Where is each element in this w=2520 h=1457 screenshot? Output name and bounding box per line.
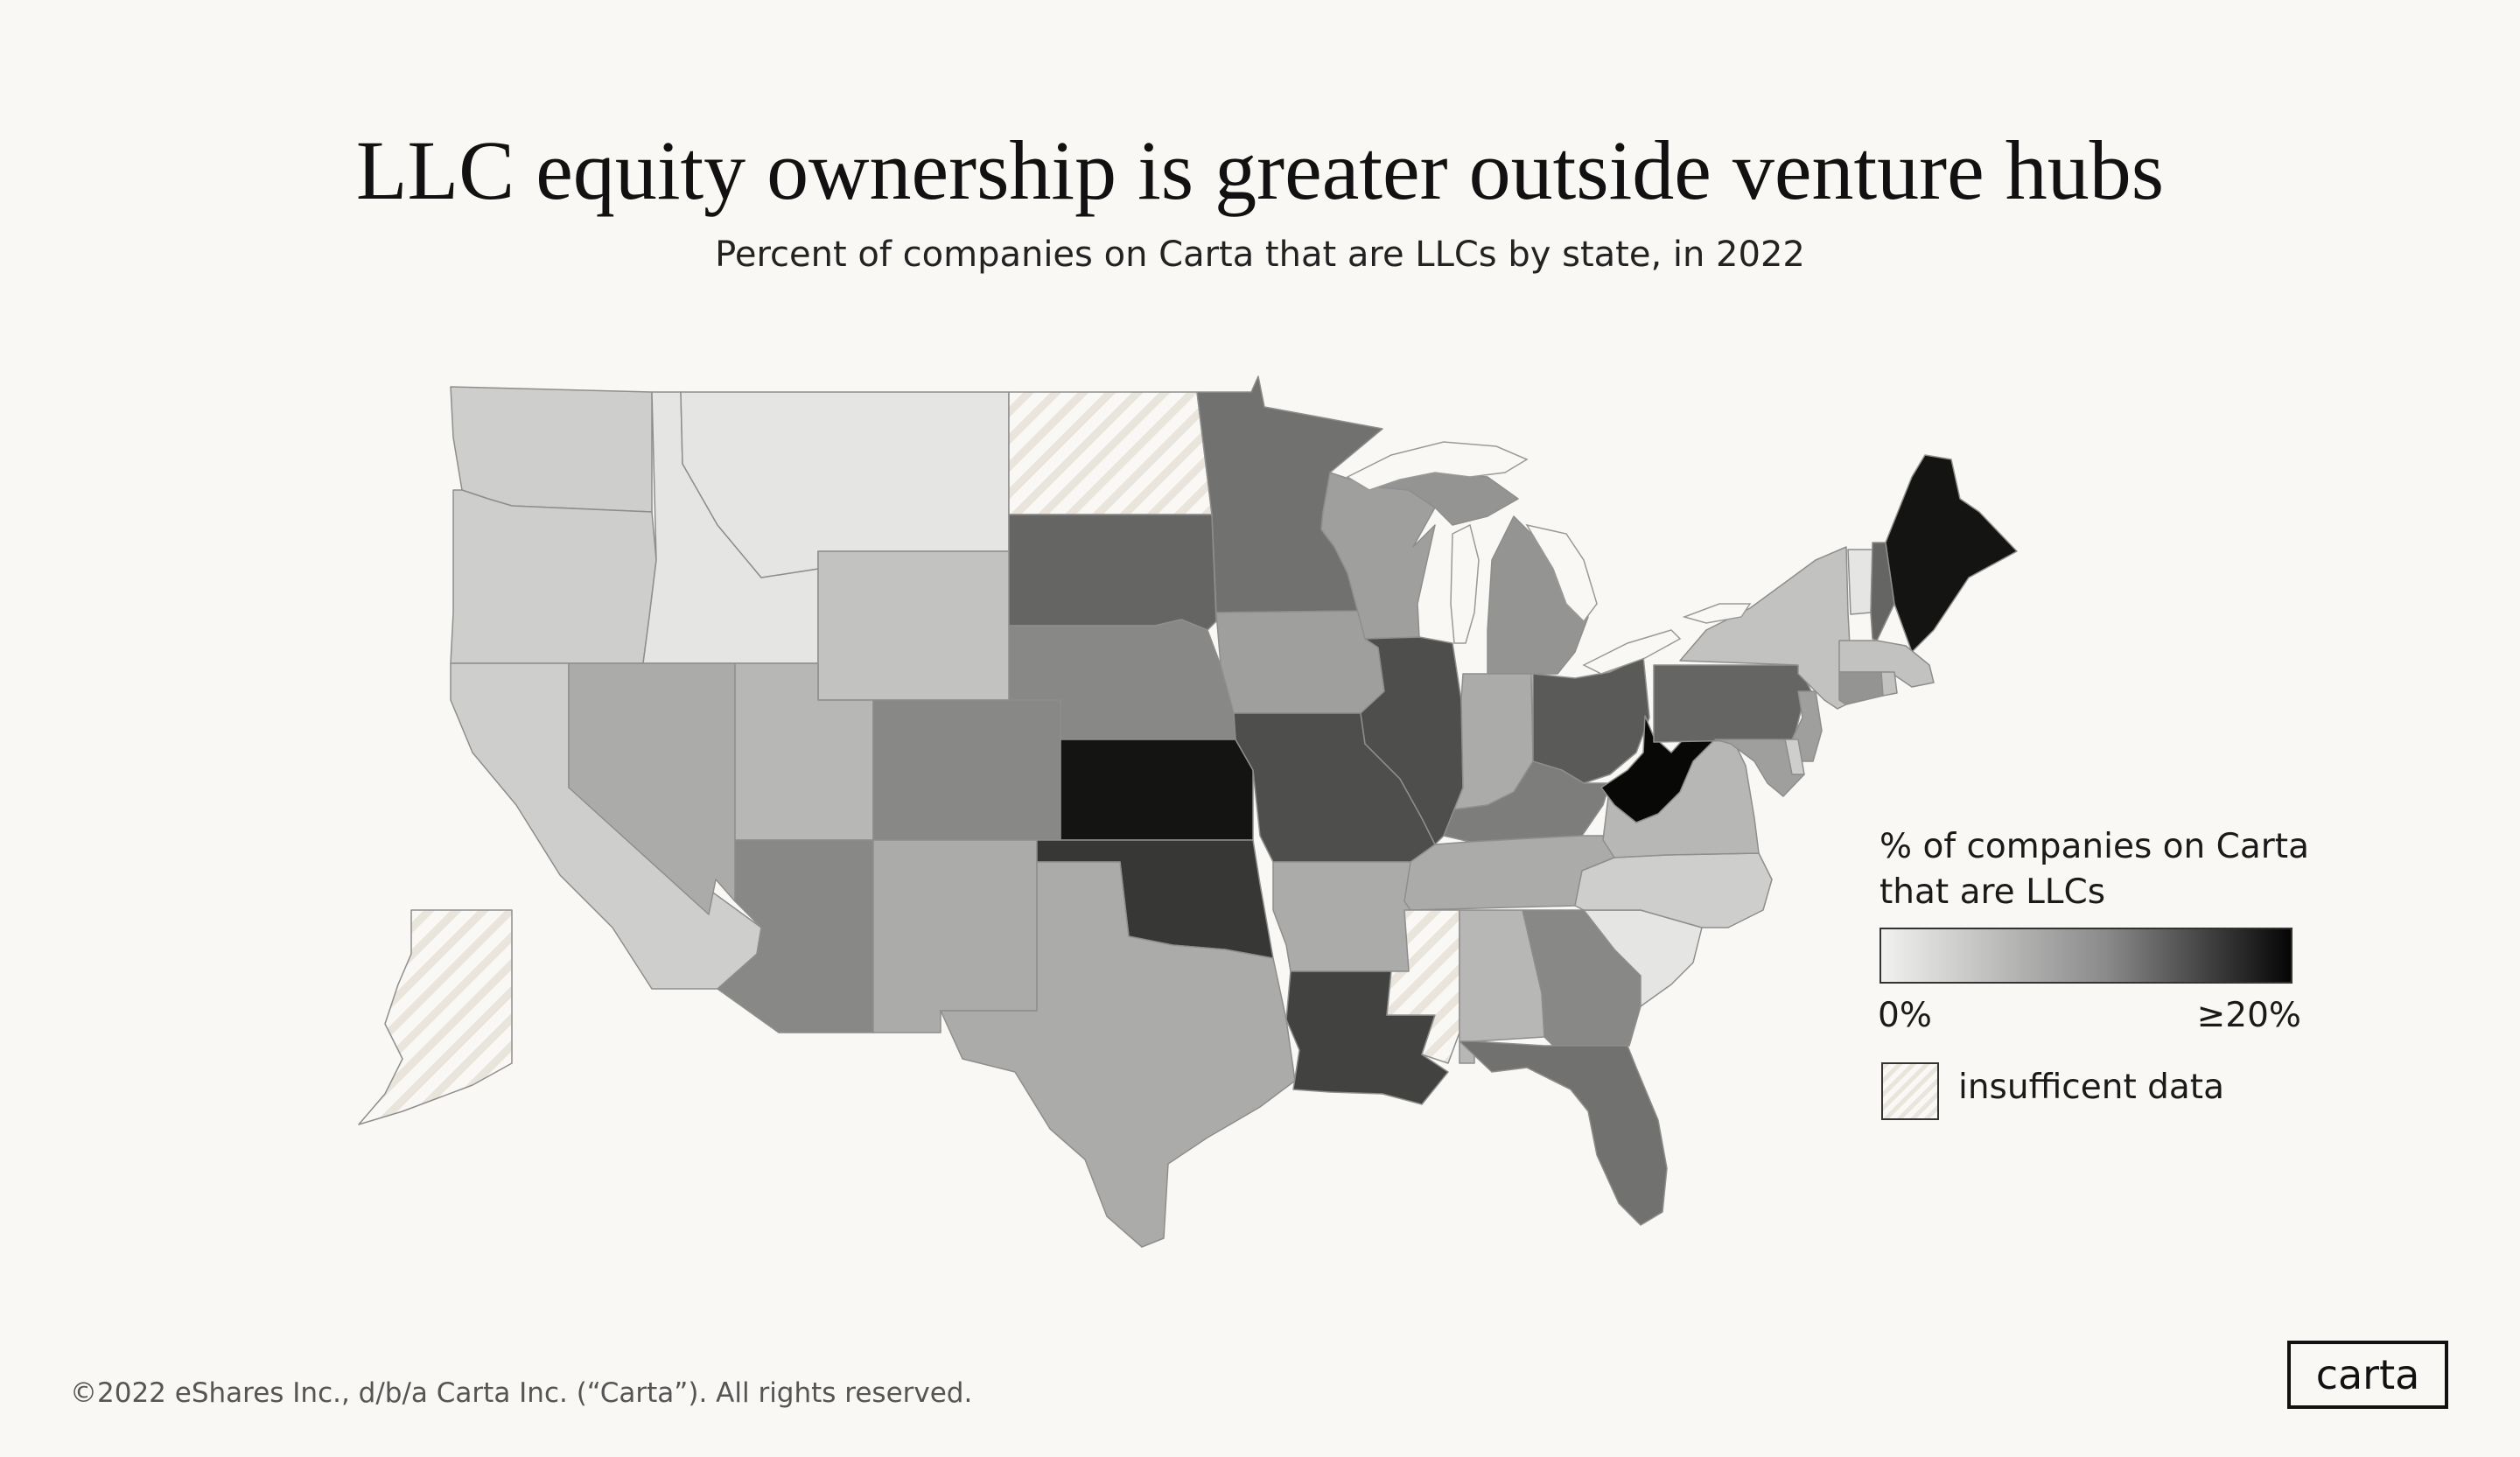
state-florida	[1459, 1040, 1668, 1226]
state-rhode-island	[1880, 671, 1898, 697]
state-colorado	[872, 699, 1061, 841]
state-oregon	[450, 489, 657, 664]
us-choropleth-map	[358, 375, 2018, 1248]
state-west-virginia	[1600, 715, 1716, 823]
lake-superior	[1346, 441, 1529, 491]
state-iowa	[1215, 610, 1385, 714]
lake-ontario	[1682, 603, 1752, 624]
legend-title: % of companies on Carta that are LLCs	[1880, 824, 2370, 915]
state-ohio	[1532, 655, 1650, 784]
legend-insufficient-swatch	[1881, 1062, 1939, 1120]
legend-title-line-1: % of companies on Carta	[1880, 827, 2309, 866]
legend-insufficient-label: insufficent data	[1958, 1068, 2224, 1107]
carta-logo: carta	[2287, 1341, 2448, 1409]
state-new-mexico	[872, 839, 1038, 1033]
state-maine	[1885, 454, 2018, 653]
lake-huron	[1525, 523, 1598, 623]
state-texas	[940, 861, 1296, 1248]
state-pennsylvania	[1653, 664, 1812, 743]
state-kansas	[1060, 739, 1254, 841]
legend-min-label: 0%	[1878, 996, 1932, 1035]
state-south-dakota	[1008, 514, 1217, 631]
copyright-footer: ©2022 eShares Inc., d/b/a Carta Inc. (“C…	[70, 1377, 973, 1409]
legend-title-line-2: that are LLCs	[1880, 872, 2106, 912]
chart-title: LLC equity ownership is greater outside …	[355, 123, 2165, 217]
chart-subtitle: Percent of companies on Carta that are L…	[715, 235, 1805, 275]
state-connecticut	[1838, 671, 1884, 705]
state-washington	[450, 386, 653, 513]
state-maryland	[1714, 739, 1805, 797]
legend-color-scale	[1880, 928, 2292, 984]
state-alaska	[358, 909, 513, 1125]
state-illinois	[1360, 636, 1464, 845]
state-north-dakota	[1008, 391, 1213, 515]
state-vermont	[1847, 549, 1873, 615]
lake-michigan	[1450, 523, 1480, 644]
legend-max-label: ≥20%	[2196, 996, 2301, 1035]
lake-erie	[1582, 629, 1682, 675]
